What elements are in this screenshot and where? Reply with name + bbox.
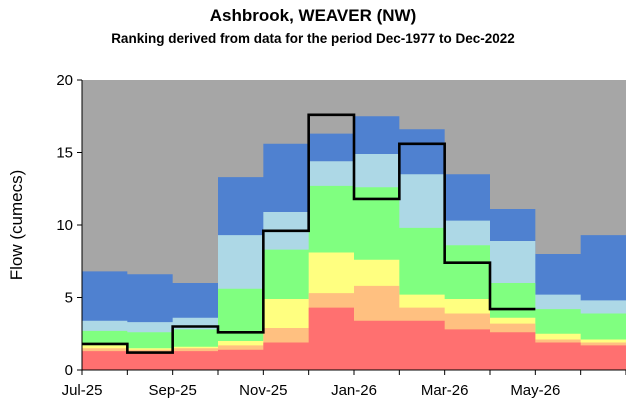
x-tick-label: Jan-26 [331,382,377,399]
x-tick-label: Mar-26 [421,382,469,399]
y-tick-label: 20 [56,72,73,89]
y-tick-label: 15 [56,145,73,162]
y-tick-label: 5 [65,290,73,307]
y-axis: 0 5 10 15 20 [56,72,83,379]
plot-area [82,80,626,370]
chart-subtitle: Ranking derived from data for the period… [111,31,515,46]
y-tick-label: 10 [56,217,73,234]
chart-title: Ashbrook, WEAVER (NW) [209,6,417,25]
flow-step-line [82,113,536,354]
x-tick-label: Sep-25 [148,382,196,399]
x-tick-label: Jul-25 [62,382,103,399]
y-tick-label: 0 [65,362,73,379]
x-axis: Jul-25 Sep-25 Nov-25 Jan-26 Mar-26 May-26 [62,369,626,399]
x-tick-label: Nov-25 [239,382,287,399]
x-tick-label: May-26 [510,382,560,399]
y-axis-title: Flow (cumecs) [7,170,26,281]
ranking-band-1 [82,307,626,370]
